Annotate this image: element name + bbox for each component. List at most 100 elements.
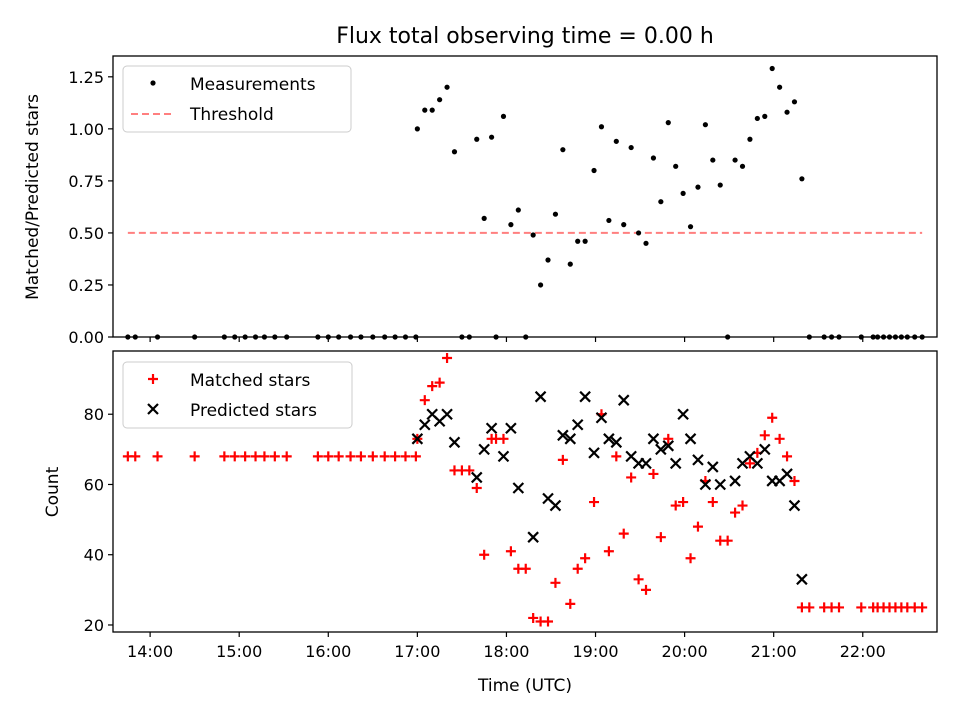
measurement-point [665, 120, 671, 126]
bottom-y-tick-label: 40 [84, 546, 104, 565]
x-axis-label: Time (UTC) [477, 676, 572, 696]
measurement-point [747, 136, 753, 142]
measurement-point [695, 184, 701, 190]
predicted-star-point [485, 422, 498, 435]
legend-predicted-label: Predicted stars [190, 401, 317, 421]
legend-measurements-label: Measurements [190, 75, 316, 95]
x-tick-label: 21:00 [751, 642, 797, 661]
measurement-point [784, 109, 790, 115]
matched-star-point [434, 377, 445, 388]
matched-star-point [744, 458, 755, 469]
measurement-point [567, 261, 573, 267]
measurement-point [537, 282, 544, 288]
predicted-star-point [505, 422, 517, 435]
matched-star-point [611, 451, 622, 462]
measurement-point [560, 147, 566, 153]
x-tick-label: 19:00 [572, 642, 618, 661]
legend-box [122, 65, 352, 133]
top-y-tick-label: 1.25 [68, 68, 104, 87]
predicted-star-point [669, 457, 682, 470]
bottom-y-tick-label: 20 [84, 616, 104, 635]
matched-star-point [759, 430, 770, 441]
top-plot-area [125, 65, 925, 340]
matched-star-point [550, 577, 561, 588]
matched-star-point [250, 451, 261, 462]
predicted-star-point [729, 475, 741, 487]
matched-star-point [323, 451, 334, 462]
predicted-star-point [796, 573, 808, 586]
matched-star-point [505, 546, 516, 557]
measurement-point [717, 182, 723, 188]
predicted-star-point [707, 461, 719, 473]
matched-star-point [692, 521, 703, 532]
matched-star-point [152, 451, 163, 462]
matched-star-point [379, 451, 390, 462]
predicted-star-point [684, 433, 697, 445]
top-axes-frame [112, 55, 938, 338]
matched-star-point [471, 482, 482, 493]
legend-threshold-label: Threshold [189, 105, 274, 125]
predicted-star-point [441, 408, 453, 421]
measurement-point [762, 113, 768, 119]
measurement-point [673, 163, 679, 169]
x-tick-label: 16:00 [305, 642, 351, 661]
predicted-star-point [549, 499, 562, 512]
x-tick-label: 22:00 [840, 642, 886, 661]
measurement-point [429, 107, 435, 113]
x-tick-label: 18:00 [483, 642, 529, 661]
measurement-point [508, 222, 514, 228]
matched-star-point [663, 433, 674, 444]
matched-star-point [557, 454, 568, 465]
measurement-point [414, 126, 420, 132]
matched-star-point [130, 451, 141, 462]
predicted-star-point [527, 531, 539, 543]
measurement-point [488, 134, 495, 140]
matched-star-point [626, 472, 637, 483]
measurement-point [515, 207, 521, 213]
bottom-y-tick-label: 80 [84, 405, 104, 424]
matched-star-point [782, 451, 793, 462]
predicted-star-point [758, 443, 771, 456]
matched-star-point [281, 451, 292, 462]
measurement-point [754, 115, 760, 122]
legend-box [122, 361, 353, 429]
predicted-star-point [557, 429, 569, 442]
matched-star-point [464, 465, 475, 476]
legend-measurements-marker [150, 80, 156, 86]
bottom-y-axis-label: Count [43, 466, 63, 517]
matched-star-point [355, 451, 366, 462]
measurement-point [591, 167, 597, 174]
measurement-point [500, 113, 507, 119]
measurement-point [621, 222, 627, 228]
top-y-axis-label: Matched/Predicted stars [23, 94, 43, 300]
matched-star-point [678, 497, 689, 508]
predicted-star-point [571, 418, 584, 431]
predicted-star-point [699, 478, 712, 491]
predicted-star-point [579, 390, 591, 403]
measurement-point [799, 176, 805, 182]
matched-star-point [528, 612, 539, 623]
predicted-star-point [788, 499, 801, 512]
matched-star-point [427, 381, 438, 392]
matched-star-point [312, 451, 323, 462]
matched-star-point [219, 451, 230, 462]
measurement-point [552, 211, 559, 217]
matched-star-point [834, 602, 845, 613]
measurement-point [582, 238, 588, 244]
matched-star-point [722, 535, 733, 546]
matched-star-point [589, 497, 600, 508]
predicted-star-point [751, 457, 764, 470]
predicted-star-point [781, 468, 793, 480]
top-y-tick-label: 0.00 [68, 328, 104, 347]
bottom-ticks: 20 40 60 80 14:00 15:00 16:00 17:00 18:00 19:00 20… [84, 405, 886, 661]
predicted-star-point [534, 390, 547, 403]
predicted-star-point [564, 433, 577, 445]
measurement-point [613, 138, 619, 144]
predicted-star-point [647, 433, 660, 445]
matched-star-point [419, 395, 430, 406]
matched-star-point [572, 563, 583, 574]
measurement-point [732, 157, 738, 163]
measurement-point [739, 163, 746, 169]
x-tick-label: 14:00 [127, 642, 173, 661]
